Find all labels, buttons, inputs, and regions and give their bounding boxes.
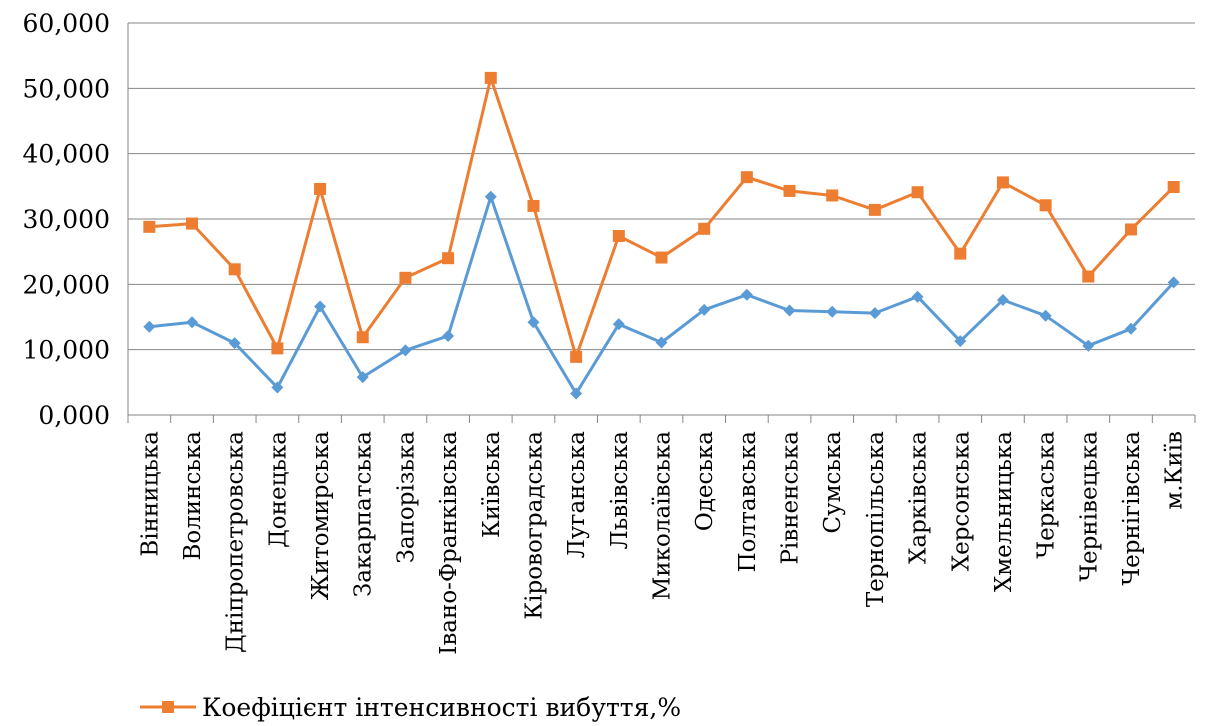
x-category-label: Одеська	[692, 431, 718, 531]
x-category-label: Волинська	[180, 431, 206, 561]
series-2-point	[228, 263, 241, 276]
x-category-label: Херсонська	[948, 431, 974, 572]
y-tick-label: 0,000	[38, 401, 110, 430]
legend-label: Коефіцієнт інтенсивності вибуття,%	[202, 692, 682, 722]
series-1-point	[911, 290, 924, 303]
legend: Коефіцієнт інтенсивності вибуття,%	[140, 690, 681, 724]
series-1-point	[527, 316, 540, 329]
x-axis-category-labels: Вінницька Волинська Дніпропетровська Донець…	[137, 431, 1187, 655]
x-category-label: Черкаська	[1034, 431, 1060, 559]
series-2-point	[911, 186, 924, 199]
x-category-label: Донецька	[265, 431, 291, 548]
series-2-point	[698, 222, 711, 235]
x-category-label: Хмельницька	[991, 431, 1017, 592]
series-2-point	[612, 229, 625, 242]
x-category-label: Івано-Франківська	[436, 431, 462, 655]
series-line-2	[149, 76, 1175, 359]
x-category-label: Чернівецька	[1076, 431, 1102, 582]
series-1-point	[143, 320, 156, 333]
series-2-point	[954, 247, 967, 260]
series-2-point	[314, 182, 327, 195]
series-2-point	[1039, 199, 1052, 212]
x-category-label: Сумська	[820, 431, 846, 534]
series-1-point	[1039, 309, 1052, 322]
series-2-point	[1167, 180, 1180, 193]
series-1-point	[698, 303, 711, 316]
series-1-point	[442, 329, 455, 342]
series-2-point	[186, 217, 199, 230]
series-2-point	[356, 331, 369, 344]
series-2-point	[740, 171, 753, 184]
x-category-label: м.Київ	[1162, 431, 1188, 510]
series-1-point	[655, 336, 668, 349]
series-1-point	[826, 305, 839, 318]
series-1-point	[1124, 322, 1137, 335]
series-2-point	[826, 189, 839, 202]
series-2-point	[655, 251, 668, 264]
series-2-point	[442, 252, 455, 265]
series-2-point	[570, 350, 583, 363]
x-category-label: Запорізька	[393, 431, 419, 564]
x-category-label: Житомирська	[308, 431, 334, 600]
y-tick-label: 20,000	[23, 270, 110, 299]
series-1-point	[399, 344, 412, 357]
series-1-point	[1167, 276, 1180, 289]
series-2-point	[399, 271, 412, 284]
series-2-point	[996, 176, 1009, 189]
series-1-point	[484, 190, 497, 203]
series-group	[143, 71, 1180, 400]
x-category-label: Львівська	[607, 431, 633, 550]
legend-series-marker	[140, 701, 196, 713]
x-category-label: Вінницька	[137, 431, 163, 557]
x-category-label: Рівненська	[778, 431, 804, 565]
series-1-point	[612, 318, 625, 331]
y-tick-label: 30,000	[23, 205, 110, 234]
series-1-point	[186, 316, 199, 329]
series-1-point	[954, 335, 967, 348]
series-1-point	[228, 337, 241, 350]
x-category-label: Київська	[479, 431, 505, 538]
series-1-point	[868, 307, 881, 320]
series-1-point	[740, 288, 753, 301]
x-category-label: Чернігівська	[1119, 431, 1145, 586]
series-1-point	[314, 300, 327, 313]
series-1-point	[271, 381, 284, 394]
y-tick-label: 60,000	[23, 9, 110, 38]
series-1-point	[783, 304, 796, 317]
series-2-point	[484, 71, 497, 84]
y-tick-label: 10,000	[23, 336, 110, 365]
series-2-point	[1082, 270, 1095, 283]
series-2-point	[868, 203, 881, 216]
series-line-1	[149, 195, 1175, 395]
y-axis-tick-labels: 0,000 10,000 20,000 30,000 40,000 50,000 60,00…	[23, 9, 110, 430]
x-axis	[127, 23, 1196, 423]
series-2-point	[143, 220, 156, 233]
series-2-point	[271, 342, 284, 355]
series-1-point	[570, 387, 583, 400]
series-2-point	[527, 199, 540, 212]
x-category-label: Дніпропетровська	[223, 431, 249, 653]
x-category-label: Полтавська	[735, 431, 761, 573]
gridlines	[128, 22, 1195, 351]
x-category-label: Закарпатська	[351, 431, 377, 597]
x-category-label: Харківська	[906, 431, 932, 564]
x-category-label: Кіровоградська	[521, 431, 547, 620]
x-category-label: Миколаївська	[650, 431, 676, 601]
x-category-label: Тернопільська	[863, 431, 889, 607]
y-tick-label: 40,000	[23, 140, 110, 169]
series-1-point	[1082, 339, 1095, 352]
series-1-point	[996, 294, 1009, 307]
y-tick-label: 50,000	[23, 74, 110, 103]
series-1-point	[356, 371, 369, 384]
series-2-point	[1124, 223, 1137, 236]
x-category-label: Луганська	[564, 431, 590, 559]
series-2-point	[783, 184, 796, 197]
